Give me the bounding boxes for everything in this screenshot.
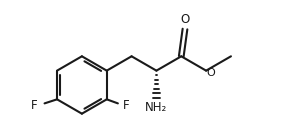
Text: O: O <box>207 68 215 78</box>
Text: O: O <box>180 13 190 26</box>
Text: NH₂: NH₂ <box>145 101 168 114</box>
Text: F: F <box>123 99 129 112</box>
Text: F: F <box>31 99 38 112</box>
